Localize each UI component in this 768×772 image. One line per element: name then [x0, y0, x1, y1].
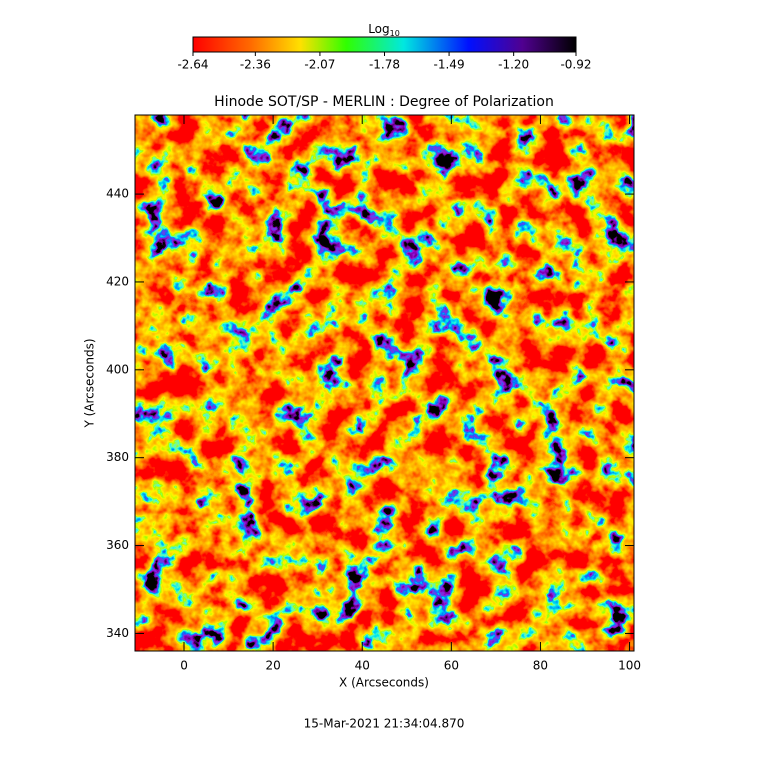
colorbar-label: Log10: [368, 22, 400, 38]
y-tick-label: 360: [106, 538, 129, 552]
y-tick-label: 340: [106, 626, 129, 640]
x-axis-label: X (Arcseconds): [339, 676, 429, 690]
x-tick-label: 0: [180, 659, 188, 673]
y-tick-label: 380: [106, 450, 129, 464]
y-tick-label: 420: [106, 274, 129, 288]
colorbar-tick-label: -2.64: [177, 58, 208, 72]
colorbar-tick-label: -1.20: [498, 58, 529, 72]
y-tick-label: 440: [106, 187, 129, 201]
colorbar-tick-label: -1.49: [434, 58, 465, 72]
plot-frame: [134, 114, 635, 652]
x-tick-label: 80: [533, 659, 548, 673]
y-tick-label: 400: [106, 362, 129, 376]
colorbar-tick-label: -1.78: [369, 58, 400, 72]
colorbar-tick-label: -0.92: [560, 58, 591, 72]
timestamp: 15-Mar-2021 21:34:04.870: [304, 717, 465, 731]
polarization-map: [135, 115, 634, 651]
colorbar: [192, 36, 577, 53]
colorbar-tick-label: -2.36: [240, 58, 271, 72]
chart-title: Hinode SOT/SP - MERLIN : Degree of Polar…: [214, 94, 554, 110]
x-tick-label: 100: [618, 659, 641, 673]
x-tick-label: 40: [355, 659, 370, 673]
x-tick-label: 20: [265, 659, 280, 673]
x-tick-label: 60: [444, 659, 459, 673]
colorbar-tick-label: -2.07: [304, 58, 335, 72]
y-axis-label: Y (Arcseconds): [83, 338, 97, 428]
